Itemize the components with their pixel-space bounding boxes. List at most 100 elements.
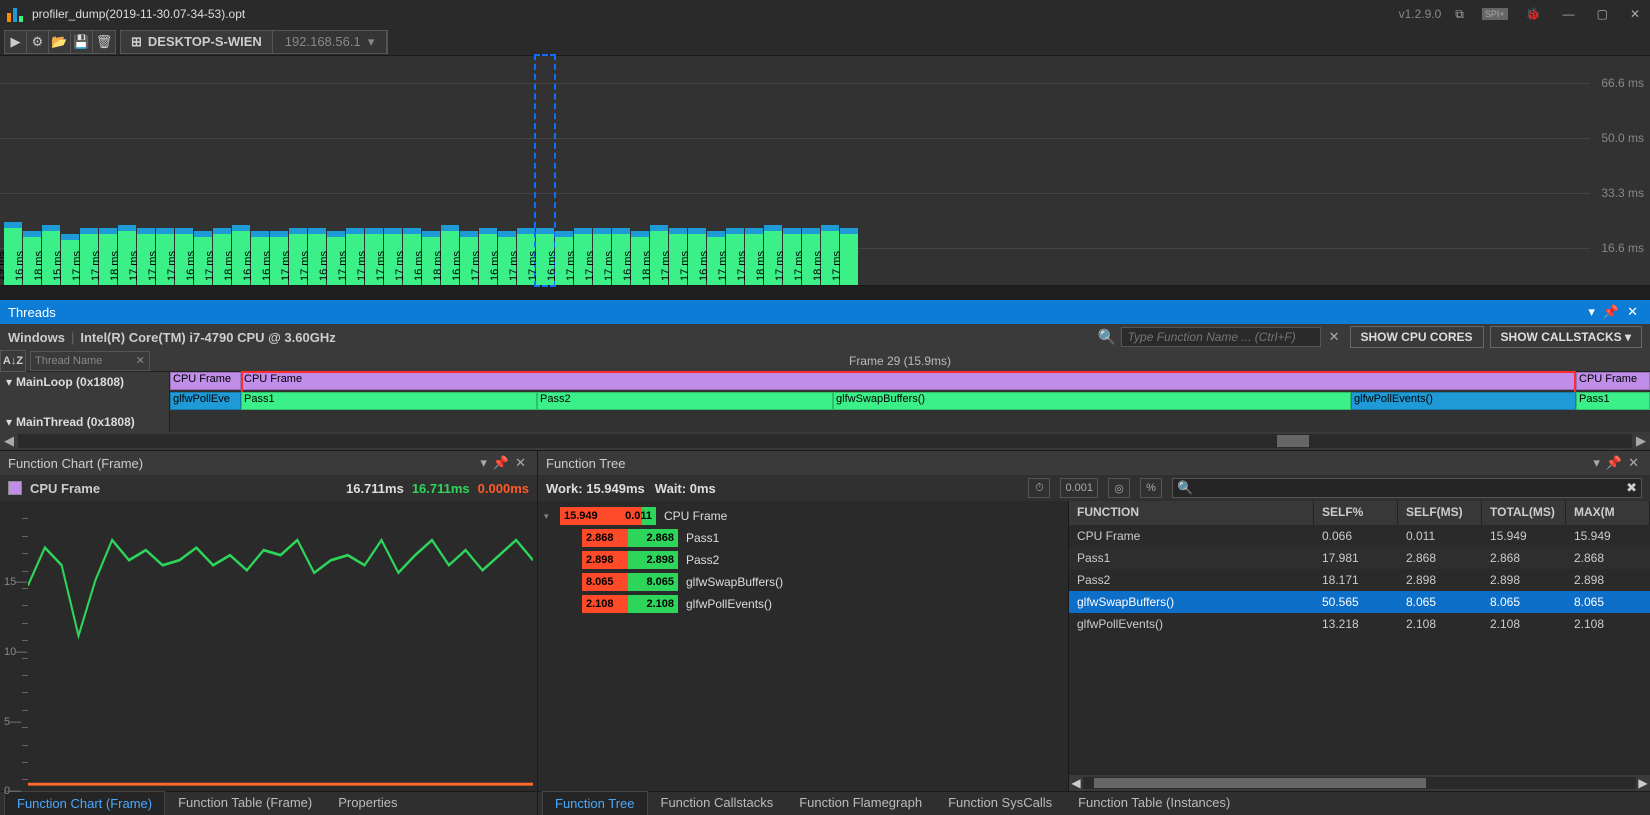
timer-icon[interactable]: ⏱	[1028, 478, 1050, 498]
show-callstacks-button[interactable]: SHOW CALLSTACKS ▾	[1490, 326, 1642, 348]
tab[interactable]: Properties	[325, 790, 410, 815]
precision-button[interactable]: 0.001	[1060, 478, 1098, 498]
cpu-info-bar: Windows | Intel(R) Core(TM) i7-4790 CPU …	[0, 324, 1650, 350]
thread-label[interactable]: ▾MainThread (0x1808)	[0, 412, 170, 432]
thread-filter-clear-icon[interactable]: ✕	[136, 354, 145, 367]
function-tree-panel: Function Tree ▾ 📌 ✕ Work: 15.949ms Wait:…	[538, 451, 1650, 815]
settings-button[interactable]: ⚙	[27, 31, 49, 53]
legend-name: CPU Frame	[30, 481, 100, 496]
ip-label: 192.168.56.1	[285, 34, 361, 49]
track-block[interactable]: Pass1	[241, 392, 537, 410]
panel-close-icon[interactable]: ✕	[1625, 455, 1642, 471]
tab[interactable]: Function SysCalls	[935, 790, 1065, 815]
track-block[interactable]: Pass2	[537, 392, 833, 410]
panel-dropdown-icon[interactable]: ▾	[477, 455, 490, 471]
close-icon[interactable]: ✕	[1626, 5, 1644, 23]
thread-label-spacer	[0, 392, 170, 412]
host-button[interactable]: ⊞ DESKTOP-S-WIEN	[121, 31, 273, 53]
table-row[interactable]: CPU Frame 0.066 0.011 15.949 15.949	[1069, 525, 1650, 547]
table-row[interactable]: Pass2 18.171 2.898 2.898 2.898	[1069, 569, 1650, 591]
windows-icon: ⊞	[131, 34, 142, 50]
wait-label: Wait:	[655, 481, 686, 496]
table-header: FUNCTIONSELF%SELF(MS)TOTAL(MS)MAX(M	[1069, 501, 1650, 525]
tab[interactable]: Function Chart (Frame)	[4, 791, 165, 815]
function-table[interactable]: FUNCTIONSELF%SELF(MS)TOTAL(MS)MAX(M CPU …	[1068, 501, 1650, 791]
track-block[interactable]: Pass1	[1576, 392, 1650, 410]
track-block[interactable]: CPU Frame	[1576, 372, 1650, 390]
chart-area[interactable]: 15—10—5—0—	[0, 501, 537, 791]
open-button[interactable]: 📂	[49, 31, 71, 53]
tree-row[interactable]: 8.065 8.065 glfwSwapBuffers()	[544, 571, 1062, 593]
help-icon[interactable]: ⧉	[1451, 5, 1468, 24]
scroll-right-icon[interactable]: ▶	[1632, 433, 1650, 449]
tab[interactable]: Function Table (Frame)	[165, 790, 325, 815]
bug-icon[interactable]: 🐞	[1522, 5, 1545, 23]
search-icon[interactable]: 🔍	[1098, 328, 1117, 346]
thread-name-filter[interactable]: Thread Name ✕	[30, 351, 150, 371]
tab[interactable]: Function Tree	[542, 791, 648, 815]
tabs-left: Function Chart (Frame)Function Table (Fr…	[0, 791, 537, 815]
tree-row[interactable]: 2.108 2.108 glfwPollEvents()	[544, 593, 1062, 615]
chart-total-value: 16.711ms	[346, 481, 404, 496]
tree-row[interactable]: 2.868 2.868 Pass1	[544, 527, 1062, 549]
tree-row[interactable]: 2.898 2.898 Pass2	[544, 549, 1062, 571]
threads-close-icon[interactable]: ✕	[1623, 304, 1642, 320]
track-block[interactable]: CPU Frame	[170, 372, 241, 390]
function-chart-panel: Function Chart (Frame) ▾ 📌 ✕ CPU Frame 1…	[0, 451, 538, 815]
titlebar: profiler_dump(2019-11-30.07-34-53).opt v…	[0, 0, 1650, 28]
tabs-right: Function TreeFunction CallstacksFunction…	[538, 791, 1650, 815]
track-block[interactable]: CPU Frame	[241, 372, 1576, 390]
ip-dropdown[interactable]: 192.168.56.1 ▾	[273, 31, 388, 53]
version-label: v1.2.9.0	[1399, 7, 1442, 21]
tree-row[interactable]: ▾ 15.949 0.011 CPU Frame	[544, 505, 1062, 527]
table-row[interactable]: glfwPollEvents() 13.218 2.108 2.108 2.10…	[1069, 613, 1650, 635]
track-block[interactable]: glfwPollEvents()	[1351, 392, 1576, 410]
search-clear-icon[interactable]: ✕	[1325, 329, 1344, 345]
search-icon: 🔍	[1177, 480, 1193, 496]
threads-dropdown-icon[interactable]: ▾	[1584, 304, 1599, 320]
table-row[interactable]: Pass1 17.981 2.868 2.868 2.868	[1069, 547, 1650, 569]
panel-dropdown-icon[interactable]: ▾	[1590, 455, 1603, 471]
table-scrollbar[interactable]: ◀ ▶	[1069, 775, 1650, 791]
function-tree-title: Function Tree	[546, 456, 626, 471]
function-search-input[interactable]	[1121, 327, 1321, 347]
thread-label[interactable]: ▾MainLoop (0x1808)	[0, 372, 170, 392]
minimize-icon[interactable]: —	[1559, 5, 1579, 23]
chart-green-value: 16.711ms	[412, 481, 470, 496]
window-title: profiler_dump(2019-11-30.07-34-53).opt	[32, 7, 245, 21]
chart-legend: CPU Frame 16.711ms 16.711ms 0.000ms	[0, 475, 537, 501]
table-row[interactable]: glfwSwapBuffers() 50.565 8.065 8.065 8.0…	[1069, 591, 1650, 613]
function-chart-title: Function Chart (Frame)	[8, 456, 143, 471]
tree-search-box[interactable]: 🔍 ✖	[1172, 478, 1642, 498]
panel-pin-icon[interactable]: 📌	[1603, 455, 1625, 471]
frame-bar[interactable]: 17 ms	[840, 228, 858, 285]
tab[interactable]: Function Table (Instances)	[1065, 790, 1243, 815]
maximize-icon[interactable]: ▢	[1593, 5, 1612, 23]
track-block[interactable]: glfwPollEve	[170, 392, 241, 410]
threads-pin-icon[interactable]: 📌	[1599, 304, 1623, 320]
show-cpu-cores-button[interactable]: SHOW CPU CORES	[1350, 326, 1484, 348]
tab[interactable]: Function Flamegraph	[786, 790, 935, 815]
threads-scrollbar[interactable]: ◀ ▶	[0, 432, 1650, 450]
threads-title: Threads	[8, 305, 56, 320]
delete-button[interactable]: 🗑	[93, 31, 115, 53]
scroll-left-icon[interactable]: ◀	[0, 433, 18, 449]
save-button[interactable]: 💾	[71, 31, 93, 53]
play-button[interactable]: ▶	[5, 31, 27, 53]
function-tree[interactable]: ▾ 15.949 0.011 CPU Frame 2.868 2.868 Pas…	[538, 501, 1068, 791]
tree-search-input[interactable]	[1193, 481, 1626, 496]
os-label: Windows	[8, 330, 65, 345]
cpu-label: Intel(R) Core(TM) i7-4790 CPU @ 3.60GHz	[80, 330, 335, 345]
search-clear-icon[interactable]: ✖	[1626, 480, 1637, 496]
sort-az-button[interactable]: A↓Z	[0, 350, 26, 372]
target-icon[interactable]: ◎	[1108, 478, 1130, 498]
panel-close-icon[interactable]: ✕	[512, 455, 529, 471]
tab[interactable]: Function Callstacks	[648, 790, 787, 815]
wait-value: 0ms	[690, 481, 716, 496]
percent-icon[interactable]: %	[1140, 478, 1162, 498]
spi-icon[interactable]: SPI+	[1482, 8, 1508, 20]
frame-timeline[interactable]: 66.6 ms50.0 ms33.3 ms16.6 ms 19 ms 16 ms…	[0, 56, 1650, 286]
toolbar: ▶ ⚙ 📂 💾 🗑 ⊞ DESKTOP-S-WIEN 192.168.56.1 …	[0, 28, 1650, 56]
panel-pin-icon[interactable]: 📌	[490, 455, 512, 471]
track-block[interactable]: glfwSwapBuffers()	[833, 392, 1351, 410]
